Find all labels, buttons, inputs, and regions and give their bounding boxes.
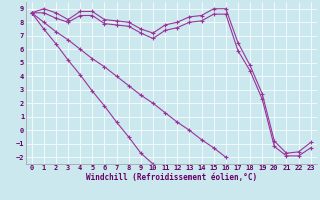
X-axis label: Windchill (Refroidissement éolien,°C): Windchill (Refroidissement éolien,°C) (86, 173, 257, 182)
